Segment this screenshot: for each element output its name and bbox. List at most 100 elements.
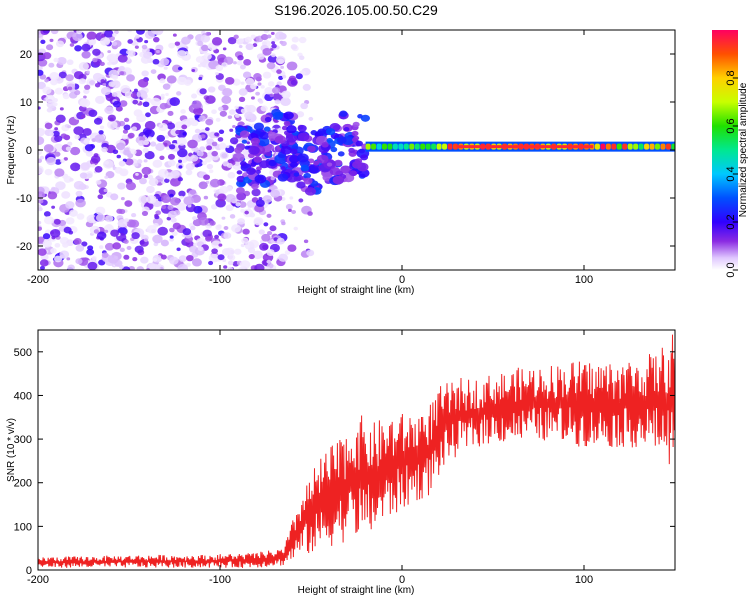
spectrogram-cell [99, 245, 104, 249]
spectrogram-cell [293, 172, 300, 177]
spectrogram-cell [226, 162, 233, 168]
spectrogram-cell [208, 253, 220, 263]
spectrogram-cell [195, 56, 204, 63]
spectrogram-cell [152, 257, 158, 262]
spectrogram-cell [123, 239, 129, 244]
spectrogram-cell [136, 159, 143, 164]
spectrogram-cell [247, 247, 256, 254]
snr-ytick-label: 500 [14, 347, 32, 359]
spectrogram-cell [271, 86, 281, 94]
spectrogram-cell [38, 106, 41, 110]
spectrogram-cell [205, 235, 212, 242]
spectrogram-cell [126, 245, 132, 251]
colorbar-tick-label: 0.6 [725, 118, 737, 133]
spectrogram-cell [268, 160, 277, 167]
spectrogram-cell [199, 146, 206, 152]
spectrogram-cell [240, 81, 245, 85]
spectrogram-cell [106, 120, 118, 130]
spectrogram-cell [281, 221, 286, 226]
carrier-line-segment [627, 143, 633, 150]
spectrogram-cell [258, 137, 270, 147]
spectrogram-cell [199, 88, 207, 95]
spectrogram-cell [38, 165, 44, 175]
spectrogram-cell [143, 159, 148, 163]
spectrogram-cell [233, 34, 239, 40]
spectrogram-cell [210, 204, 218, 210]
spectrogram-cell [348, 147, 355, 154]
spectrogram-cell [303, 177, 313, 185]
spectrogram-cell [211, 240, 222, 249]
spectrogram-cell [112, 75, 119, 80]
spectrogram-cell [107, 50, 111, 54]
spectrogram-cell [297, 132, 310, 142]
spectrogram-cell [211, 248, 218, 254]
spectrogram-cell [123, 117, 130, 123]
spectrogram-cell [355, 140, 363, 147]
spectrogram-cell [38, 207, 43, 212]
spectrogram-cell [217, 254, 225, 261]
spectrogram-cell [104, 160, 109, 165]
spectrogram-cell [103, 159, 114, 169]
spectrogram-cell [190, 225, 196, 231]
spectrogram-cell [259, 131, 270, 140]
spectrogram-cell [125, 181, 137, 191]
spectrogram-cell [152, 30, 164, 36]
spectrogram-cell [260, 85, 265, 89]
spectrogram-cell [209, 220, 216, 226]
spectrogram-cell [240, 64, 246, 70]
spectrogram-cell [39, 155, 45, 160]
carrier-line-segment [654, 143, 660, 150]
spectrogram-cell [118, 160, 126, 167]
spectrogram-cell [55, 181, 66, 191]
spectrogram-cell [168, 42, 176, 49]
spectrogram-cell [127, 50, 136, 57]
spectrogram-cell [264, 116, 272, 123]
spectrogram-cell [54, 168, 65, 177]
spectrogram-cell [86, 248, 95, 256]
spectrogram-cell [67, 264, 75, 270]
spectrogram-cell [67, 125, 72, 129]
spectrogram-cell [215, 224, 222, 230]
carrier-line-segment [398, 143, 404, 150]
spectrogram-cell [240, 108, 247, 114]
spectrogram-cell [117, 219, 128, 228]
spectrogram-cell [144, 151, 155, 160]
spectrogram-cell [282, 75, 287, 79]
spectrogram-cell [132, 171, 143, 180]
spectrogram-cell [303, 239, 309, 244]
spectrogram-cell [60, 133, 68, 139]
spectrogram-cell [206, 163, 214, 170]
carrier-line-segment [605, 143, 611, 150]
spectrogram-cell [241, 237, 249, 244]
spectrogram-cell [141, 44, 148, 50]
spectrogram-cell [215, 198, 226, 208]
spectrogram-cell [205, 127, 210, 132]
spectrogram-cell [236, 60, 243, 66]
spectrogram-cell [79, 98, 91, 108]
spectrogram-cell [110, 80, 121, 89]
spectrogram-cell [178, 190, 186, 197]
spectrogram-cell [110, 193, 119, 201]
spectrogram-cell [38, 158, 43, 163]
spectrogram-cell [54, 87, 64, 95]
spectrogram-cell [124, 91, 134, 99]
spectrogram-cell [80, 162, 90, 171]
spectrogram-cell [69, 43, 75, 47]
spectrogram-cell [182, 132, 187, 136]
spectrogram-cell [134, 245, 144, 254]
spectrogram-cell [253, 122, 265, 131]
spectrogram-cell [111, 33, 117, 37]
spectrogram-cell [211, 109, 217, 115]
spectrogram-cell [278, 253, 289, 262]
spectrogram-cell [155, 210, 162, 216]
spectrogram-cell [257, 82, 262, 86]
spectrogram-cell [337, 136, 347, 144]
spectrogram-cell [198, 181, 208, 190]
spectrogram-cell [225, 193, 236, 203]
spectrogram-cell [296, 153, 309, 163]
spectrogram-cell [203, 52, 212, 60]
spectrogram-cell [138, 140, 146, 147]
spectrogram-cell [238, 96, 246, 103]
spectrogram-cell [74, 90, 81, 96]
spectrogram-cell [147, 174, 154, 180]
